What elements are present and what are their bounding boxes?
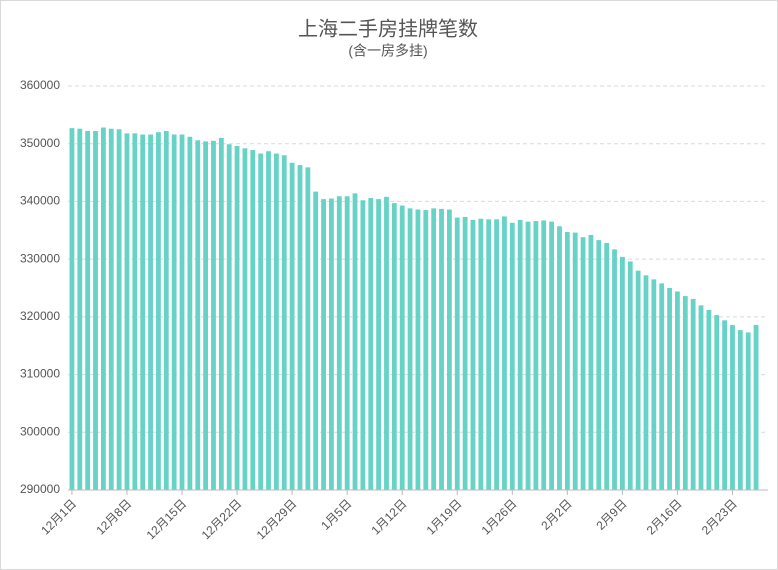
bar [549,221,555,490]
bar [446,209,452,490]
bar [108,128,114,491]
bar [85,131,91,490]
bar [557,226,562,490]
bar [140,134,146,491]
bar [462,217,468,491]
chart-title: 上海二手房挂牌笔数 [298,17,478,40]
bar [376,199,382,490]
bar [163,131,169,490]
bar [525,221,531,490]
bar [124,133,130,490]
y-tick-label: 340000 [20,194,60,208]
bar [77,128,83,491]
bar [439,208,444,490]
bar [384,196,389,490]
bar [714,315,720,490]
bar [211,140,216,491]
bar [470,219,476,490]
bar [234,146,240,490]
bar [407,208,413,490]
bar [698,305,704,490]
bar [431,208,437,490]
bar [305,167,311,490]
bar [313,191,319,491]
bar [344,196,350,490]
bar [226,144,232,490]
bar [69,128,75,491]
y-tick-label: 330000 [20,251,60,265]
bar [604,242,610,490]
bar [643,275,649,490]
bar [352,193,358,490]
bar [218,137,224,490]
bar [242,148,248,490]
bar [682,296,688,490]
bar [502,216,507,491]
bar [360,200,366,490]
bar [297,165,303,490]
bar [148,134,153,491]
bar [533,221,539,490]
bar [415,209,421,490]
bar [706,309,712,490]
bar [329,198,334,491]
bar [93,131,98,490]
bar [635,270,641,490]
bar [203,141,209,491]
bar [266,151,271,490]
bar [541,220,547,490]
bar [478,218,484,490]
bar [580,237,586,490]
bar [730,324,735,490]
bar [659,283,665,490]
bar [391,203,397,490]
y-tick-label: 350000 [20,136,60,150]
bar [675,291,680,490]
bar [273,153,279,491]
bar [722,320,728,490]
bar [612,249,617,490]
y-tick-label: 320000 [20,309,60,323]
bar [195,140,201,490]
bar [423,210,429,491]
y-tick-label: 290000 [20,482,60,496]
bar [454,217,460,491]
bar [116,129,122,491]
bar [564,232,570,490]
bar [321,199,326,490]
bar [627,261,633,490]
bar [250,150,256,490]
bar [289,162,295,490]
bar [509,222,515,491]
bar [690,298,696,490]
y-tick-label: 360000 [20,78,60,92]
bar [100,127,106,490]
bar [745,332,751,490]
bar [517,219,523,490]
bar [171,134,177,491]
bar [667,288,672,490]
bar [179,134,185,491]
bar [619,256,625,490]
bar [132,133,138,490]
bar [572,232,578,490]
bar [399,205,405,490]
bar [258,153,264,491]
y-tick-label: 300000 [20,424,60,438]
bar [486,219,492,490]
bar [368,197,374,491]
bar [588,234,594,490]
bar [156,132,161,490]
bar [651,279,657,490]
y-tick-label: 310000 [20,367,60,381]
bar [494,219,499,490]
bar [753,324,759,490]
bar [737,330,743,490]
bar [596,240,602,490]
bar [336,196,342,490]
bar [187,136,193,490]
bar [281,155,287,490]
chart-subtitle: (含一房多挂) [348,43,427,59]
